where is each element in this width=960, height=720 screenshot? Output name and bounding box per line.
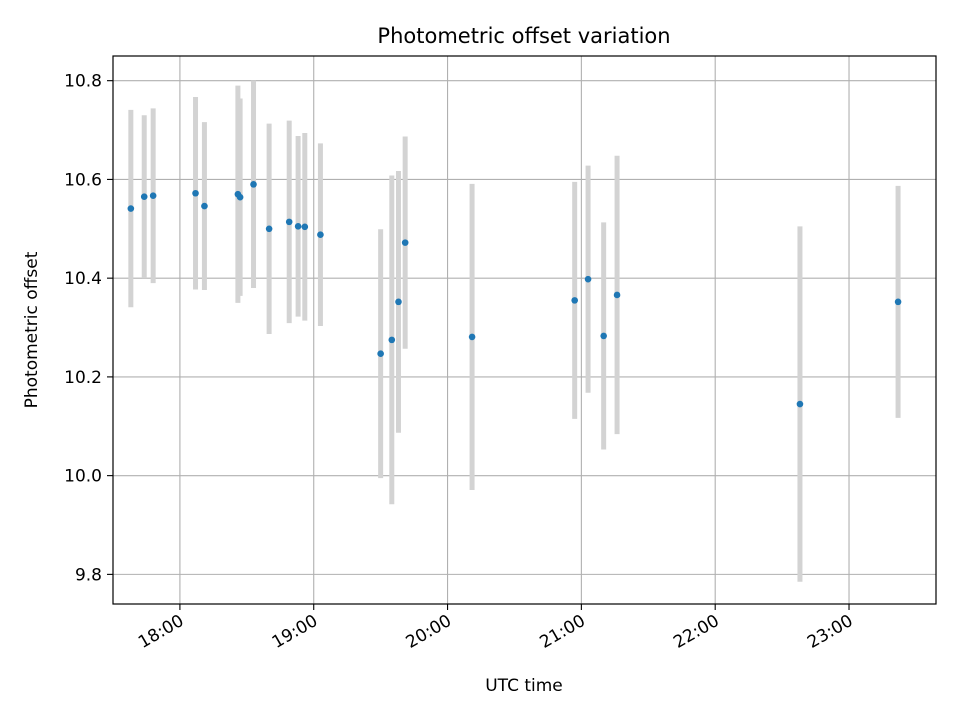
data-point xyxy=(192,189,199,197)
data-point xyxy=(149,192,157,200)
data-point xyxy=(613,291,621,299)
x-axis-title: UTC time xyxy=(485,676,563,696)
data-point xyxy=(584,275,592,283)
data-point xyxy=(236,193,244,201)
data-points xyxy=(127,181,902,408)
y-tick-label: 10.4 xyxy=(64,269,102,289)
data-point xyxy=(894,298,902,306)
data-point xyxy=(796,400,804,408)
data-point xyxy=(285,218,293,226)
data-point xyxy=(317,231,324,239)
data-point xyxy=(571,297,578,304)
y-tick-label: 10.6 xyxy=(64,170,102,190)
data-point xyxy=(301,223,309,231)
data-point xyxy=(377,350,384,357)
data-point xyxy=(388,336,396,344)
data-point xyxy=(250,181,257,188)
chart-title: Photometric offset variation xyxy=(377,24,670,48)
plot-area-frame xyxy=(112,55,937,605)
y-axis-title: Photometric offset xyxy=(22,251,42,408)
y-tick-label: 9.8 xyxy=(75,565,102,585)
data-point xyxy=(127,205,135,212)
y-tick-label: 10.8 xyxy=(64,72,102,92)
data-point xyxy=(201,202,208,210)
y-axis-ticks: 9.8 10.0 10.2 10.4 10.6 10.8 xyxy=(64,72,113,585)
data-point xyxy=(140,193,148,201)
data-point xyxy=(395,298,402,306)
y-tick-label: 10.0 xyxy=(64,467,102,487)
y-tick-label: 10.2 xyxy=(64,368,102,388)
data-point xyxy=(294,223,302,230)
data-point xyxy=(265,225,273,233)
data-point xyxy=(468,333,476,341)
data-point xyxy=(401,239,409,246)
data-point xyxy=(600,332,607,340)
